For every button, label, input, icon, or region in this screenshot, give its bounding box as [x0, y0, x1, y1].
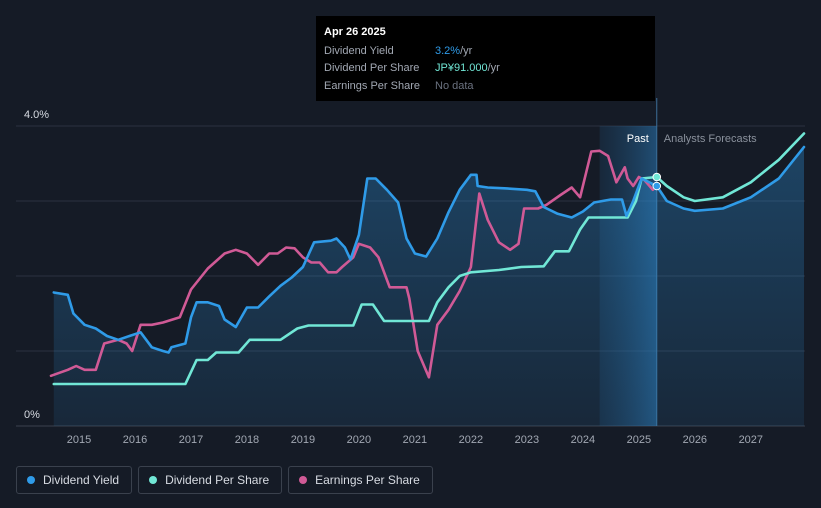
tooltip-row-earnings-per-share: Earnings Per Share No data: [324, 78, 647, 96]
legend-item-earnings-per-share[interactable]: Earnings Per Share: [288, 466, 433, 494]
chart-legend: Dividend Yield Dividend Per Share Earnin…: [16, 466, 433, 494]
tooltip-label: Dividend Per Share: [324, 62, 420, 74]
past-label: Past: [627, 133, 649, 145]
tooltip-row-dividend-per-share: Dividend Per Share JP¥91.000 /yr: [324, 60, 647, 78]
tooltip-unit: /yr: [487, 62, 500, 74]
legend-label: Dividend Per Share: [165, 473, 270, 487]
forecast-label: Analysts Forecasts: [664, 133, 757, 145]
x-tick-label: 2027: [739, 434, 763, 446]
series-marker: [652, 181, 662, 191]
earnings-per-share-line: [49, 149, 655, 379]
legend-item-dividend-yield[interactable]: Dividend Yield: [16, 466, 133, 494]
x-tick-label: 2025: [627, 434, 651, 446]
tooltip-unit: /yr: [460, 44, 473, 57]
tooltip-label: Earnings Per Share: [324, 79, 420, 92]
chart-tooltip: Apr 26 2025 Dividend Yield 3.2% /yr Divi…: [316, 16, 655, 101]
dividend-per-share-line: [52, 132, 806, 386]
x-tick-label: 2024: [571, 434, 595, 446]
legend-dot-icon: [149, 476, 158, 484]
legend-dot-icon: [299, 476, 308, 484]
legend-label: Earnings Per Share: [315, 473, 420, 487]
x-tick-label: 2018: [235, 434, 259, 446]
series-marker: [652, 172, 662, 182]
x-tick-label: 2020: [347, 434, 371, 446]
dividend-yield-line: [52, 145, 806, 354]
tooltip-row-dividend-yield: Dividend Yield 3.2% /yr: [324, 43, 647, 61]
legend-label: Dividend Yield: [43, 473, 120, 487]
x-tick-label: 2022: [459, 434, 483, 446]
legend-dot-icon: [27, 476, 35, 484]
x-tick-label: 2019: [291, 434, 315, 446]
x-tick-label: 2026: [683, 434, 707, 446]
y-axis-top-label: 4.0%: [24, 109, 49, 121]
x-tick-label: 2021: [403, 434, 427, 446]
tooltip-value: No data: [435, 79, 474, 92]
x-tick-label: 2017: [179, 434, 203, 446]
legend-item-dividend-per-share[interactable]: Dividend Per Share: [138, 466, 283, 494]
tooltip-value: JP¥91.000: [435, 62, 488, 74]
x-tick-label: 2015: [67, 434, 91, 446]
x-tick-label: 2023: [515, 434, 539, 446]
y-axis-bottom-label: 0%: [24, 409, 40, 421]
tooltip-label: Dividend Yield: [324, 44, 394, 57]
tooltip-value: 3.2%: [435, 44, 461, 57]
tooltip-date: Apr 26 2025: [324, 26, 386, 38]
x-tick-label: 2016: [123, 434, 147, 446]
